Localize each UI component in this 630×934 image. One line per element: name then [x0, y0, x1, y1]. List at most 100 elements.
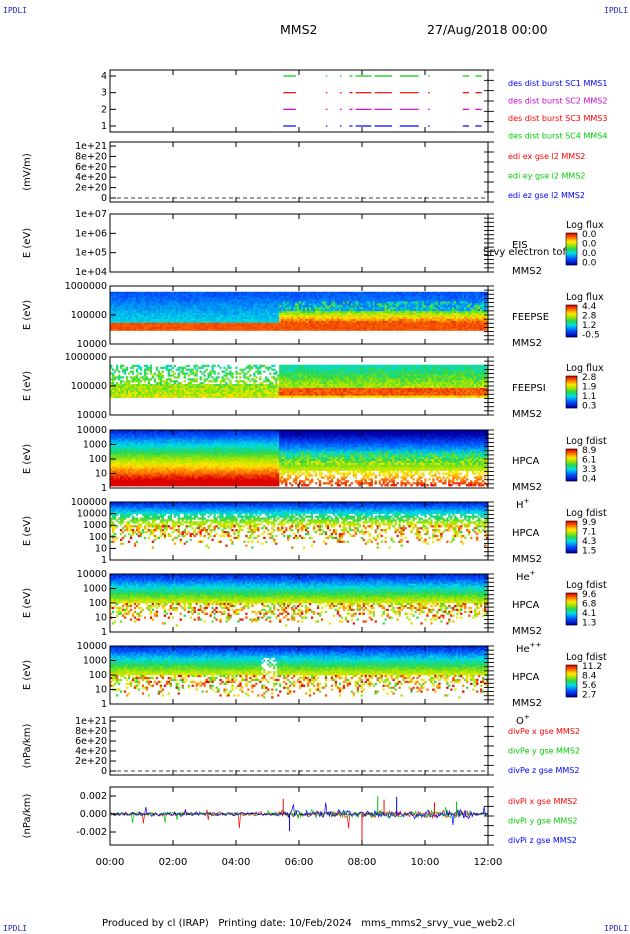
- spectrogram-cell: [231, 307, 234, 310]
- spectrogram-cell: [173, 328, 176, 331]
- spectrogram-cell: [302, 299, 306, 302]
- spectrogram-cell: [229, 324, 232, 327]
- spectrogram-cell: [175, 386, 178, 389]
- spectrogram-cell: [265, 318, 268, 322]
- spectrogram-cell: [193, 364, 196, 367]
- spectrogram-cell: [442, 299, 445, 302]
- spectrogram-cell: [197, 384, 200, 387]
- spectrogram-cell: [450, 297, 453, 300]
- spectrogram-cell: [237, 395, 240, 398]
- spectrogram-cell: [247, 391, 250, 395]
- spectrogram-cell: [452, 303, 455, 306]
- spectrogram-cell: [380, 299, 383, 302]
- spectrogram-cell: [235, 295, 238, 298]
- spectrogram-cell: [265, 376, 268, 379]
- spectrogram-cell: [141, 316, 145, 320]
- spectrogram-cell: [334, 305, 338, 308]
- spectrogram-cell: [165, 293, 168, 296]
- spectrogram-cell: [442, 291, 445, 295]
- spectrogram-cell: [171, 391, 174, 395]
- spectrogram-cell: [370, 311, 373, 314]
- spectrogram-cell: [259, 376, 262, 379]
- spectrogram-cell: [486, 315, 489, 318]
- spectrogram-cell: [376, 297, 379, 300]
- colorbar-cell: [566, 254, 577, 256]
- spectrogram-cell: [133, 322, 137, 325]
- spectrogram-cell: [141, 386, 145, 389]
- spectrogram-cell: [420, 293, 423, 296]
- spectrogram-cell: [436, 322, 439, 325]
- spectrogram-cell: [318, 316, 322, 320]
- spectrogram-cell: [137, 391, 141, 395]
- spectrogram-cell: [468, 299, 471, 302]
- spectrogram-cell: [269, 382, 272, 385]
- spectrogram-cell: [402, 320, 405, 324]
- spectrogram-cell: [225, 372, 228, 375]
- spectrogram-cell: [460, 322, 463, 325]
- spectrogram-cell: [350, 307, 354, 310]
- spectrogram-cell: [376, 309, 379, 312]
- spectrogram-cell: [135, 328, 139, 331]
- spectrogram-cell: [165, 393, 168, 396]
- spectrogram-cell: [223, 311, 226, 314]
- spectrogram-cell: [436, 303, 439, 306]
- spectrogram-cell: [314, 291, 318, 295]
- spectrogram-cell: [408, 326, 411, 329]
- spectrogram-cell: [183, 301, 186, 304]
- spectrogram-cell: [125, 309, 129, 312]
- spectrogram-cell: [342, 305, 346, 308]
- spectrogram-cell: [310, 303, 314, 306]
- spectrogram-cell: [167, 368, 170, 371]
- spectrogram-cell: [251, 309, 254, 312]
- spectrogram-cell: [179, 309, 182, 312]
- spectrogram-cell: [318, 305, 322, 308]
- spectrogram-cell: [257, 313, 260, 316]
- spectrogram-cell: [205, 384, 208, 387]
- spectrogram-cell: [139, 316, 143, 320]
- spectrogram-cell: [414, 297, 417, 300]
- spectrogram-cell: [201, 366, 204, 369]
- spectrogram-cell: [110, 295, 113, 298]
- spectrogram-cell: [251, 326, 254, 329]
- spectrogram-cell: [452, 313, 455, 316]
- spectrogram-cell: [406, 301, 409, 304]
- spectrogram-cell: [404, 301, 407, 304]
- spectrogram-cell: [406, 291, 409, 295]
- spectrogram-cell: [460, 299, 463, 302]
- spectrogram-cell: [408, 301, 411, 304]
- spectrogram-cell: [334, 313, 338, 316]
- spectrogram-cell: [131, 303, 135, 306]
- spectrogram-cell: [117, 315, 121, 318]
- spectrogram-cell: [255, 366, 258, 369]
- spectrogram-cell: [328, 299, 332, 302]
- spectrogram-cell: [462, 297, 465, 300]
- spectrogram-cell: [374, 301, 377, 304]
- spectrogram-cell: [193, 374, 196, 377]
- spectrogram-cell: [141, 320, 145, 324]
- spectrogram-cell: [163, 291, 167, 295]
- spectrogram-cell: [412, 316, 415, 320]
- spectrogram-cell: [257, 297, 260, 300]
- spectrogram-cell: [203, 370, 206, 373]
- spectrogram-cell: [165, 316, 168, 320]
- spectrogram-cell: [428, 293, 431, 296]
- spectrogram-cell: [289, 326, 292, 329]
- spectrogram-cell: [129, 309, 133, 312]
- spectrogram-cell: [207, 328, 210, 331]
- spectrogram-cell: [139, 295, 143, 298]
- spectrogram-cell: [179, 301, 182, 304]
- spectrogram-cell: [428, 307, 431, 310]
- spectrogram-cell: [119, 395, 123, 398]
- spectrogram-cell: [287, 295, 290, 298]
- spectrogram-cell: [482, 293, 485, 296]
- spectrogram-cell: [394, 318, 397, 322]
- spectrogram-cell: [219, 320, 222, 324]
- spectrogram-cell: [406, 326, 409, 329]
- spectrogram-cell: [235, 328, 238, 331]
- spectrogram-cell: [344, 307, 348, 310]
- spectrogram-cell: [169, 384, 172, 387]
- spectrogram-cell: [380, 318, 383, 322]
- spectrogram-cell: [121, 307, 125, 310]
- spectrogram-cell: [137, 297, 141, 300]
- spectrogram-cell: [247, 307, 250, 310]
